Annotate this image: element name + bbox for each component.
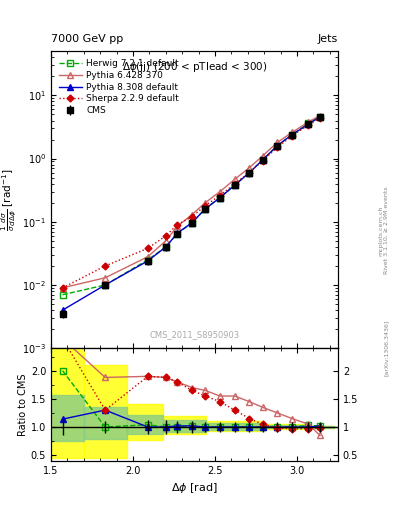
Herwig 7.2.1 default [190, 220, 195, 226]
Line: Sherpa 2.2.9 default: Sherpa 2.2.9 default [60, 116, 322, 290]
Pythia 6.428 370 [163, 238, 168, 244]
Herwig 7.2.1 default [163, 244, 168, 250]
Pythia 6.428 370 [306, 119, 311, 125]
Sherpa 2.2.9 default [232, 181, 237, 187]
Pythia 6.428 370 [218, 188, 222, 195]
Sherpa 2.2.9 default [145, 245, 150, 251]
Pythia 8.308 default [163, 244, 168, 250]
Text: Rivet 3.1.10, ≥ 2.9M events: Rivet 3.1.10, ≥ 2.9M events [384, 186, 389, 274]
Pythia 8.308 default [60, 307, 65, 313]
Sherpa 2.2.9 default [275, 144, 280, 151]
Pythia 6.428 370 [103, 275, 108, 281]
Sherpa 2.2.9 default [60, 285, 65, 291]
Text: [arXiv:1306.3436]: [arXiv:1306.3436] [384, 320, 389, 376]
Pythia 8.308 default [145, 258, 150, 264]
Text: 7000 GeV pp: 7000 GeV pp [51, 33, 123, 44]
Herwig 7.2.1 default [203, 206, 208, 212]
Sherpa 2.2.9 default [163, 233, 168, 239]
Pythia 6.428 370 [145, 253, 150, 260]
Text: Jets: Jets [318, 33, 338, 44]
Pythia 6.428 370 [232, 176, 237, 182]
Sherpa 2.2.9 default [190, 214, 195, 220]
Pythia 8.308 default [275, 143, 280, 149]
Text: CMS_2011_S8950903: CMS_2011_S8950903 [149, 330, 240, 339]
Pythia 8.308 default [306, 121, 311, 127]
Pythia 8.308 default [290, 132, 294, 138]
Pythia 8.308 default [190, 220, 195, 226]
Herwig 7.2.1 default [306, 120, 311, 126]
Herwig 7.2.1 default [275, 143, 280, 149]
Herwig 7.2.1 default [247, 169, 252, 176]
Herwig 7.2.1 default [232, 182, 237, 188]
Sherpa 2.2.9 default [103, 263, 108, 269]
Pythia 8.308 default [247, 169, 252, 176]
Line: Pythia 8.308 default: Pythia 8.308 default [60, 114, 323, 313]
Text: mcplots.cern.ch: mcplots.cern.ch [378, 205, 383, 255]
Pythia 6.428 370 [290, 129, 294, 135]
Line: Herwig 7.2.1 default: Herwig 7.2.1 default [60, 114, 323, 297]
Herwig 7.2.1 default [318, 114, 322, 120]
Pythia 6.428 370 [275, 139, 280, 145]
Legend: Herwig 7.2.1 default, Pythia 6.428 370, Pythia 8.308 default, Sherpa 2.2.9 defau: Herwig 7.2.1 default, Pythia 6.428 370, … [55, 56, 183, 119]
Pythia 8.308 default [203, 206, 208, 212]
Sherpa 2.2.9 default [247, 169, 252, 176]
Y-axis label: Ratio to CMS: Ratio to CMS [18, 373, 28, 436]
Sherpa 2.2.9 default [306, 122, 311, 128]
Herwig 7.2.1 default [175, 230, 180, 237]
Text: $\Delta\phi$(jj) (200 < pTlead < 300): $\Delta\phi$(jj) (200 < pTlead < 300) [122, 60, 267, 74]
Sherpa 2.2.9 default [175, 222, 180, 228]
Sherpa 2.2.9 default [203, 203, 208, 209]
Pythia 8.308 default [218, 195, 222, 201]
Pythia 8.308 default [175, 230, 180, 236]
Sherpa 2.2.9 default [290, 133, 294, 139]
Pythia 6.428 370 [260, 153, 265, 159]
Pythia 6.428 370 [203, 200, 208, 206]
Y-axis label: $\frac{1}{\sigma}\frac{d\sigma}{d\Delta\phi}$ [rad$^{-1}$]: $\frac{1}{\sigma}\frac{d\sigma}{d\Delta\… [0, 168, 20, 231]
Sherpa 2.2.9 default [260, 158, 265, 164]
Sherpa 2.2.9 default [318, 115, 322, 121]
Pythia 8.308 default [103, 282, 108, 288]
Pythia 6.428 370 [190, 211, 195, 218]
X-axis label: $\Delta\phi$ [rad]: $\Delta\phi$ [rad] [171, 481, 218, 495]
Herwig 7.2.1 default [103, 282, 108, 288]
Sherpa 2.2.9 default [218, 193, 222, 199]
Pythia 6.428 370 [60, 285, 65, 291]
Herwig 7.2.1 default [60, 292, 65, 298]
Herwig 7.2.1 default [145, 257, 150, 263]
Pythia 8.308 default [260, 157, 265, 163]
Herwig 7.2.1 default [290, 132, 294, 138]
Pythia 6.428 370 [175, 223, 180, 229]
Herwig 7.2.1 default [218, 195, 222, 201]
Pythia 8.308 default [318, 114, 322, 120]
Pythia 6.428 370 [318, 113, 322, 119]
Line: Pythia 6.428 370: Pythia 6.428 370 [60, 113, 323, 291]
Herwig 7.2.1 default [260, 157, 265, 163]
Pythia 6.428 370 [247, 164, 252, 170]
Pythia 8.308 default [232, 182, 237, 188]
